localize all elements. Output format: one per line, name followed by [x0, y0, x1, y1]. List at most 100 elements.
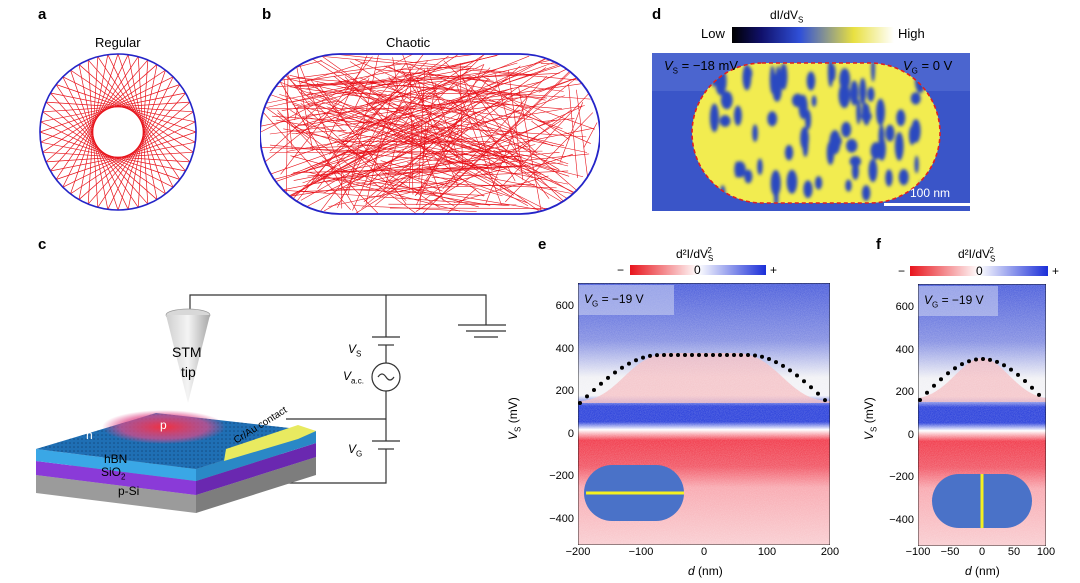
f-dotted-curve	[918, 357, 1041, 402]
panel-d-letter: d	[652, 6, 662, 23]
curve-dot	[578, 401, 582, 405]
curve-dot	[802, 379, 806, 384]
dos-blob	[877, 137, 886, 161]
c-vac: Va.c.	[343, 369, 364, 386]
chaotic-segment	[292, 54, 593, 158]
chaotic-segment	[373, 107, 588, 153]
chaotic-segment	[261, 92, 472, 214]
colorbar-d	[732, 27, 894, 43]
chaotic-segment	[431, 176, 459, 180]
curve-dot	[981, 357, 985, 362]
chaotic-segment	[353, 78, 370, 111]
curve-dot	[788, 368, 792, 373]
dos-blob	[784, 144, 794, 161]
chaotic-segment	[352, 81, 411, 211]
chaotic-segment	[310, 79, 354, 133]
curve-dot	[816, 391, 820, 396]
y-tick-label: −400	[549, 513, 574, 525]
d-scalebar-label: 100 nm	[910, 186, 951, 200]
curve-dot	[974, 357, 978, 362]
curve-dot	[627, 361, 631, 366]
curve-dot	[774, 360, 778, 365]
chaotic-segment	[300, 61, 367, 84]
chaotic-segment	[434, 54, 589, 202]
chaotic-segment	[349, 61, 593, 214]
curve-dot	[1016, 372, 1020, 377]
chaotic-segment	[397, 65, 473, 71]
dos-blob	[885, 169, 893, 187]
chaotic-segment	[304, 81, 529, 207]
chaotic-segment	[302, 95, 565, 184]
x-tick-label: 0	[978, 546, 986, 558]
x-tick-label: 200	[820, 546, 840, 558]
chaotic-segment	[337, 118, 382, 209]
x-tick-label: −50	[940, 546, 960, 558]
chaotic-segment	[429, 136, 522, 162]
curve-dot	[648, 353, 652, 358]
panel-a-title: Regular	[95, 35, 141, 50]
dos-blob	[746, 67, 753, 80]
chaotic-segment	[433, 95, 560, 170]
x-tick-label: −200	[565, 546, 591, 558]
chaotic-segment	[317, 54, 425, 189]
dos-blob	[876, 98, 885, 126]
regular-boundary	[39, 53, 197, 211]
chaotic-segment	[423, 153, 590, 171]
chaotic-segment	[269, 150, 543, 153]
dos-blob	[862, 103, 871, 126]
chaotic-segment	[354, 59, 521, 134]
colorbar-f	[910, 266, 1048, 276]
chaotic-segment	[318, 166, 517, 180]
x-tick-label: −100	[628, 546, 654, 558]
chaotic-segment	[534, 178, 550, 199]
chaotic-segment	[345, 149, 443, 192]
colorbar-e-title: d²I/dVS2	[676, 246, 714, 264]
e-dotted-curve	[578, 353, 827, 405]
scalebar-d	[884, 203, 970, 206]
colorbar-d-title: dI/dVS	[770, 8, 804, 25]
sio2-side	[196, 443, 316, 495]
dos-blob	[856, 99, 861, 125]
psi-front	[36, 475, 196, 513]
psi-side	[196, 457, 316, 513]
y-tick-label: 600	[555, 300, 574, 312]
chaotic-segment	[292, 104, 584, 178]
chaotic-segment	[499, 92, 590, 190]
panel-c-letter: c	[38, 236, 47, 253]
y-tick-label: 200	[555, 385, 574, 398]
curve-dot	[1030, 385, 1034, 390]
dos-blob	[896, 109, 906, 127]
chaotic-segment	[430, 73, 564, 92]
chaotic-segment	[568, 84, 578, 178]
dos-blob	[851, 161, 859, 180]
panel-b-letter: b	[262, 6, 272, 23]
chaotic-segment	[508, 69, 524, 181]
curve-dot	[613, 370, 617, 375]
chaotic-segment	[306, 96, 530, 116]
dos-blob	[911, 119, 921, 143]
y-tick-label: −400	[889, 514, 914, 526]
chaotic-segment	[473, 90, 524, 162]
panel-e-letter: e	[538, 236, 547, 253]
device-schematic	[36, 294, 506, 513]
chaotic-segment	[419, 55, 530, 101]
colorbar-e-plus: +	[770, 263, 778, 277]
stadium-boundary	[260, 53, 600, 215]
curve-dot	[690, 353, 694, 357]
chaotic-segment	[308, 91, 570, 177]
c-vs: VS	[348, 342, 362, 359]
chaotic-segment	[452, 81, 546, 101]
e-ylabel: VS (mV)	[506, 397, 523, 440]
c-psi: p-Si	[118, 484, 140, 498]
chaotic-segment	[498, 106, 583, 145]
dos-blob	[773, 182, 779, 203]
dos-blob	[719, 115, 731, 127]
f-vg-label: VG = −19 V	[924, 293, 984, 310]
colorbar-f-plus: +	[1052, 264, 1060, 278]
chaotic-segment	[422, 187, 455, 207]
curve-dot	[1037, 392, 1041, 397]
chaotic-segment	[295, 54, 345, 177]
spectrum-e	[578, 283, 830, 545]
chaotic-segment	[268, 75, 471, 88]
curve-dot	[655, 353, 659, 358]
